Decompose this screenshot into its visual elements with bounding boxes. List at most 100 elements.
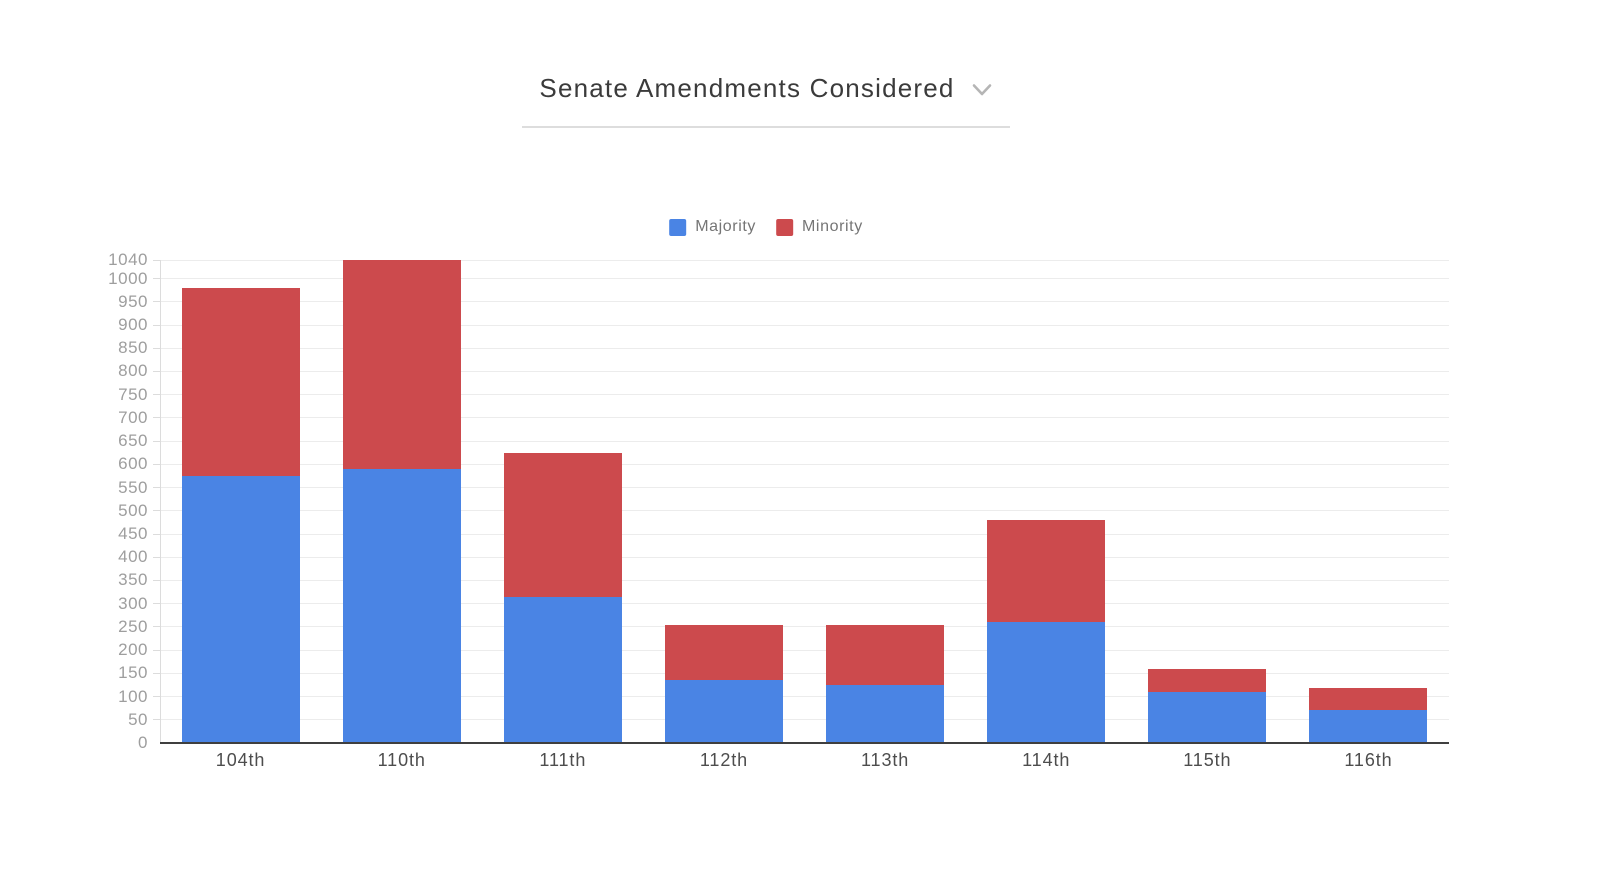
y-axis-tick-50 bbox=[153, 719, 160, 721]
bar-minority-111th[interactable] bbox=[503, 452, 622, 597]
chart-legend: Majority Minority bbox=[669, 218, 863, 236]
gridline-950 bbox=[160, 301, 1449, 303]
majority-color-swatch bbox=[669, 218, 687, 236]
y-axis-label-700: 700 bbox=[118, 407, 148, 427]
y-axis-label-550: 550 bbox=[118, 477, 148, 497]
chart-header: Senate Amendments Considered bbox=[522, 70, 1010, 128]
x-axis-line bbox=[160, 742, 1449, 744]
y-axis-tick-850 bbox=[153, 347, 160, 349]
y-axis-label-350: 350 bbox=[118, 570, 148, 590]
gridline-700 bbox=[160, 417, 1449, 419]
y-axis-tick-150 bbox=[153, 672, 160, 674]
y-axis-label-750: 750 bbox=[118, 384, 148, 404]
y-axis-line bbox=[160, 260, 161, 743]
gridline-300 bbox=[160, 603, 1449, 605]
gridline-900 bbox=[160, 324, 1449, 326]
y-axis-tick-550 bbox=[153, 487, 160, 489]
y-axis-tick-1000 bbox=[153, 278, 160, 280]
y-axis-label-150: 150 bbox=[118, 663, 148, 683]
bar-majority-110th[interactable] bbox=[342, 468, 461, 743]
bar-majority-112th[interactable] bbox=[664, 680, 783, 743]
y-axis-tick-500 bbox=[153, 510, 160, 512]
y-axis-tick-600 bbox=[153, 463, 160, 465]
y-axis-tick-1040 bbox=[153, 259, 160, 261]
x-axis-label-110th: 110th bbox=[377, 750, 426, 770]
y-axis-tick-250 bbox=[153, 626, 160, 628]
gridline-800 bbox=[160, 370, 1449, 372]
y-axis-label-800: 800 bbox=[118, 361, 148, 381]
y-axis-tick-650 bbox=[153, 440, 160, 442]
y-axis-tick-450 bbox=[153, 533, 160, 535]
gridline-500 bbox=[160, 510, 1449, 512]
gridline-1040 bbox=[160, 259, 1449, 261]
x-axis-label-115th: 115th bbox=[1183, 750, 1232, 770]
bar-majority-115th[interactable] bbox=[1148, 691, 1267, 743]
bar-minority-115th[interactable] bbox=[1148, 668, 1267, 692]
bar-minority-116th[interactable] bbox=[1309, 688, 1428, 711]
y-axis-tick-400 bbox=[153, 556, 160, 558]
y-axis-label-0: 0 bbox=[138, 733, 148, 752]
bar-minority-114th[interactable] bbox=[987, 520, 1106, 623]
y-axis-label-400: 400 bbox=[118, 547, 148, 567]
gridline-250 bbox=[160, 626, 1449, 628]
y-axis-label-650: 650 bbox=[118, 431, 148, 451]
legend-label-minority: Minority bbox=[802, 218, 863, 235]
y-axis-label-50: 50 bbox=[128, 709, 148, 729]
y-axis-tick-700 bbox=[153, 417, 160, 419]
bar-majority-104th[interactable] bbox=[181, 475, 300, 743]
legend-item-minority[interactable]: Minority bbox=[776, 218, 863, 236]
x-axis-label-113th: 113th bbox=[860, 750, 910, 770]
gridline-200 bbox=[160, 649, 1449, 651]
x-axis-label-111th: 111th bbox=[539, 750, 587, 770]
y-axis-tick-200 bbox=[153, 649, 160, 651]
y-axis-label-600: 600 bbox=[118, 454, 148, 474]
gridline-600 bbox=[160, 463, 1449, 465]
gridline-400 bbox=[160, 556, 1449, 558]
y-axis-tick-300 bbox=[153, 603, 160, 605]
x-axis-label-116th: 116th bbox=[1344, 750, 1393, 770]
y-axis-label-200: 200 bbox=[118, 640, 148, 660]
gridline-750 bbox=[160, 394, 1449, 396]
bar-majority-114th[interactable] bbox=[987, 622, 1106, 743]
bar-majority-116th[interactable] bbox=[1309, 710, 1428, 743]
y-axis-label-900: 900 bbox=[118, 315, 148, 335]
chart-selector-dropdown[interactable]: Senate Amendments Considered bbox=[539, 70, 992, 106]
y-axis-tick-100 bbox=[153, 696, 160, 698]
gridline-550 bbox=[160, 487, 1449, 489]
y-axis-label-450: 450 bbox=[118, 524, 148, 543]
y-axis-label-500: 500 bbox=[118, 500, 148, 520]
legend-item-majority[interactable]: Majority bbox=[669, 218, 756, 236]
y-axis-label-1000: 1000 bbox=[108, 268, 148, 288]
y-axis-label-300: 300 bbox=[118, 593, 148, 613]
bar-minority-112th[interactable] bbox=[664, 624, 783, 681]
y-axis-label-950: 950 bbox=[118, 291, 148, 311]
bar-minority-113th[interactable] bbox=[826, 624, 945, 685]
y-axis-tick-750 bbox=[153, 394, 160, 396]
y-axis-tick-350 bbox=[153, 579, 160, 581]
chevron-down-icon[interactable] bbox=[971, 83, 993, 97]
legend-label-majority: Majority bbox=[695, 218, 756, 235]
bar-minority-110th[interactable] bbox=[342, 260, 461, 469]
y-axis-tick-950 bbox=[153, 301, 160, 303]
gridline-150 bbox=[160, 672, 1449, 674]
y-axis-label-100: 100 bbox=[118, 686, 148, 706]
gridline-1000 bbox=[160, 278, 1449, 280]
y-axis-tick-800 bbox=[153, 370, 160, 372]
x-axis-label-114th: 114th bbox=[1022, 750, 1071, 770]
y-axis-label-250: 250 bbox=[118, 616, 148, 636]
gridline-50 bbox=[160, 719, 1449, 721]
bar-majority-111th[interactable] bbox=[503, 596, 622, 743]
y-axis-label-850: 850 bbox=[118, 338, 148, 358]
x-axis-label-104th: 104th bbox=[215, 750, 266, 770]
gridline-650 bbox=[160, 440, 1449, 442]
gridline-350 bbox=[160, 579, 1449, 581]
page-title: Senate Amendments Considered bbox=[539, 73, 955, 103]
y-axis-tick-900 bbox=[153, 324, 160, 326]
bar-majority-113th[interactable] bbox=[826, 684, 945, 743]
bar-minority-104th[interactable] bbox=[181, 287, 300, 476]
y-axis-label-1040: 1040 bbox=[108, 250, 148, 269]
gridline-850 bbox=[160, 347, 1449, 349]
gridline-450 bbox=[160, 533, 1449, 535]
